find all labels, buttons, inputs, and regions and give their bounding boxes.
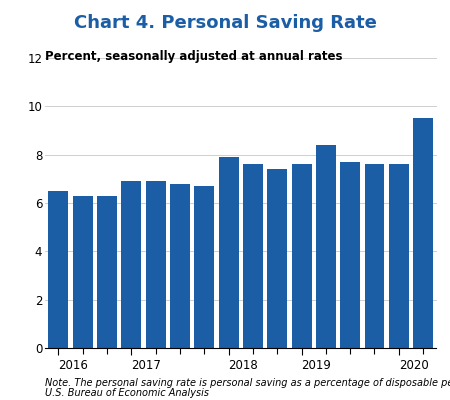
Bar [413,118,433,348]
Bar [364,164,384,348]
Bar [49,191,68,348]
Text: Chart 4. Personal Saving Rate: Chart 4. Personal Saving Rate [73,14,377,32]
Bar [243,164,263,348]
Bar [389,164,409,348]
Bar [146,181,166,348]
Bar [194,186,214,348]
Bar [267,169,287,348]
Bar [316,145,336,348]
Text: U.S. Bureau of Economic Analysis: U.S. Bureau of Economic Analysis [45,388,209,398]
Text: Percent, seasonally adjusted at annual rates: Percent, seasonally adjusted at annual r… [45,50,342,63]
Bar [73,196,93,348]
Bar [122,181,141,348]
Text: Note. The personal saving rate is personal saving as a percentage of disposable : Note. The personal saving rate is person… [45,378,450,388]
Bar [219,157,238,348]
Bar [97,196,117,348]
Bar [292,164,311,348]
Bar [170,184,190,348]
Bar [340,162,360,348]
